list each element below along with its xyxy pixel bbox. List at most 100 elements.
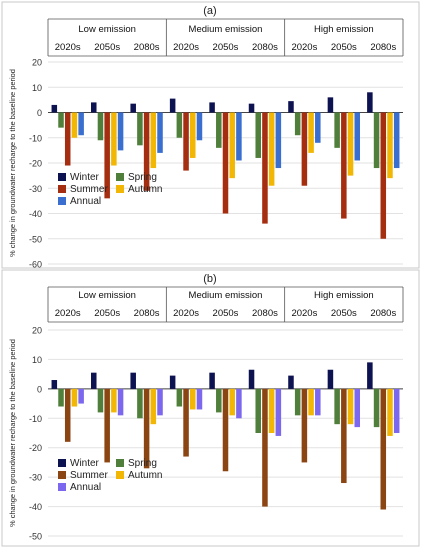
legend-label: Summer xyxy=(70,470,108,481)
group-label: High emission xyxy=(314,290,374,301)
y-tick-label: 0 xyxy=(37,108,42,118)
y-tick-label: -10 xyxy=(29,133,42,143)
bar-annual xyxy=(315,112,321,143)
panel-title: (b) xyxy=(203,273,216,285)
bar-annual xyxy=(236,388,242,419)
bar-autumn xyxy=(190,388,196,410)
bar-autumn xyxy=(111,388,117,413)
y-tick-label: 10 xyxy=(32,355,42,365)
bar-summer xyxy=(380,388,387,510)
bar-autumn xyxy=(150,388,157,425)
period-label: 2080s xyxy=(134,42,160,53)
legend-label: Annual xyxy=(70,196,101,207)
legend-swatch xyxy=(58,483,66,491)
bar-autumn xyxy=(71,388,78,407)
y-tick-label: -40 xyxy=(29,209,42,219)
y-tick-label: 20 xyxy=(32,326,42,336)
legend-label: Autumn xyxy=(128,470,162,481)
bar-autumn xyxy=(229,388,235,416)
legend-label: Spring xyxy=(128,458,157,469)
bar-winter xyxy=(51,380,58,389)
bar-autumn xyxy=(150,112,157,169)
y-tick-label: -50 xyxy=(29,234,42,244)
bar-spring xyxy=(373,388,380,428)
legend-label: Autumn xyxy=(128,184,162,195)
bar-winter xyxy=(90,372,97,389)
bar-autumn xyxy=(347,388,354,425)
bar-summer xyxy=(183,388,189,457)
bar-annual xyxy=(78,112,84,136)
bar-annual xyxy=(157,112,163,153)
period-label: 2020s xyxy=(291,308,317,319)
y-tick-label: -30 xyxy=(29,473,42,483)
chart-panel-b: (b) 20 10 0 -10 -20 -30 -40 -50 % change in groun… xyxy=(1,269,420,547)
period-label: 2020s xyxy=(173,42,199,53)
period-label: 2080s xyxy=(252,42,278,53)
bar-winter xyxy=(130,103,136,113)
period-label: 2020s xyxy=(55,42,81,53)
bar-autumn xyxy=(190,112,196,158)
legend-swatch xyxy=(58,471,66,479)
bar-spring xyxy=(294,112,301,136)
group-label: Low emission xyxy=(78,24,136,35)
legend-swatch xyxy=(116,173,124,181)
bar-summer xyxy=(341,112,347,219)
group-label: High emission xyxy=(314,24,374,35)
bar-summer xyxy=(143,388,150,469)
bar-annual xyxy=(196,388,203,410)
legend-label: Winter xyxy=(70,458,100,469)
bar-annual xyxy=(196,112,203,141)
bar-winter xyxy=(248,369,255,389)
bar-autumn xyxy=(347,112,354,176)
bar-spring xyxy=(255,112,261,158)
bar-spring xyxy=(97,388,104,413)
period-label: 2020s xyxy=(173,308,199,319)
bar-summer xyxy=(301,388,308,463)
bar-summer xyxy=(104,112,110,199)
bar-summer xyxy=(380,112,387,239)
y-axis-label: % change in groundwater recharge to the … xyxy=(8,339,17,527)
bar-annual xyxy=(393,112,400,169)
bar-winter xyxy=(327,369,334,389)
period-label: 2020s xyxy=(291,42,317,53)
bar-spring xyxy=(176,112,183,138)
bar-spring xyxy=(216,112,222,148)
period-label: 2080s xyxy=(252,308,278,319)
group-label: Medium emission xyxy=(189,290,263,301)
y-tick-label: 20 xyxy=(32,58,42,68)
bar-spring xyxy=(97,112,104,141)
bar-summer xyxy=(222,112,229,214)
bar-summer xyxy=(262,388,268,507)
bar-winter xyxy=(90,102,97,113)
bar-winter xyxy=(209,372,215,389)
bar-spring xyxy=(334,388,340,425)
period-label: 2050s xyxy=(94,308,120,319)
bar-summer xyxy=(64,112,71,166)
bar-annual xyxy=(117,388,124,416)
y-tick-label: -40 xyxy=(29,502,42,512)
bar-spring xyxy=(294,388,301,416)
panel-title: (a) xyxy=(203,5,216,17)
bar-winter xyxy=(209,102,215,113)
bar-autumn xyxy=(308,388,314,416)
legend-label: Spring xyxy=(128,172,157,183)
panel-border xyxy=(1,1,420,269)
bar-annual xyxy=(354,388,361,428)
y-tick-label: -30 xyxy=(29,184,42,194)
legend-swatch xyxy=(116,185,124,193)
bar-summer xyxy=(64,388,71,442)
bar-annual xyxy=(275,112,282,169)
bar-spring xyxy=(176,388,183,407)
legend-swatch xyxy=(58,197,66,205)
bar-annual xyxy=(275,388,282,436)
period-label: 2050s xyxy=(213,308,239,319)
bar-winter xyxy=(51,104,58,113)
legend-label: Annual xyxy=(70,482,101,493)
bar-summer xyxy=(341,388,347,484)
period-label: 2080s xyxy=(134,308,160,319)
chart-panel-a: (a) 20 10 0 -10 -20 -30 -40 -50 -60 % change in gr… xyxy=(1,1,420,270)
bar-spring xyxy=(58,112,64,128)
period-label: 2050s xyxy=(213,42,239,53)
bar-annual xyxy=(78,388,84,404)
bar-autumn xyxy=(229,112,235,179)
